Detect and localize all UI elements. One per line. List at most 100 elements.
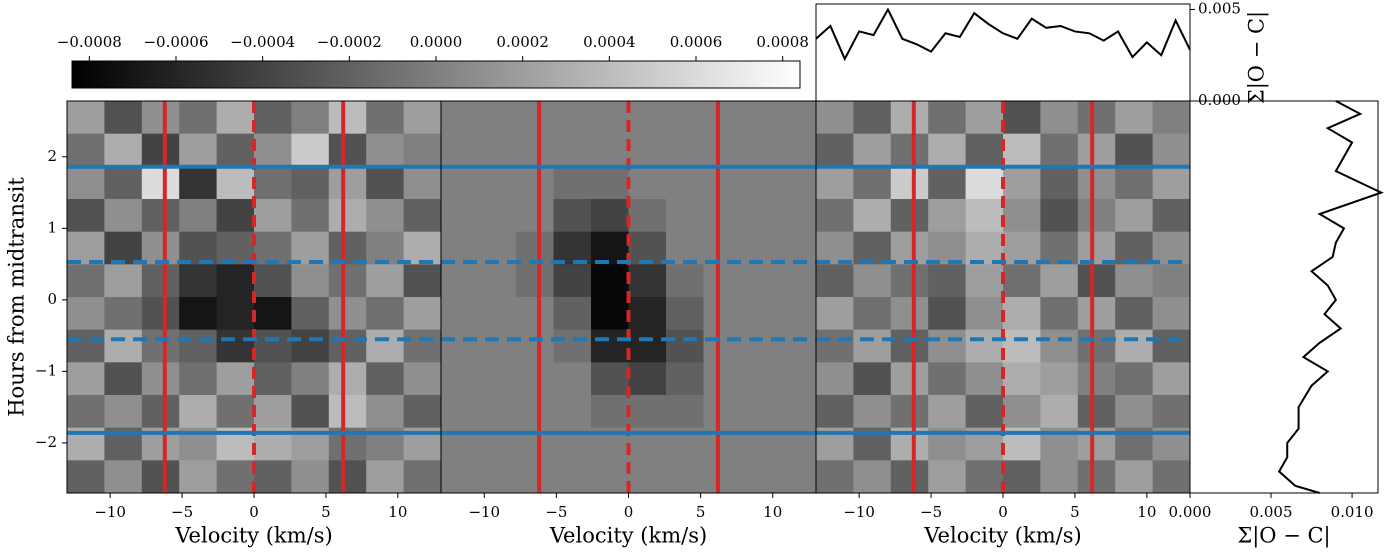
colorbar-tick-label: 0.0008 — [756, 33, 809, 51]
heatmap-cell — [703, 231, 742, 265]
heatmap-cell — [965, 231, 1004, 265]
heatmap-cell — [403, 231, 442, 265]
heatmap-cell — [254, 297, 292, 331]
heatmap-cell — [1077, 329, 1116, 363]
heatmap-cell — [1003, 166, 1041, 200]
heatmap-cell — [104, 166, 143, 200]
heatmap-cell — [853, 297, 892, 331]
heatmap-cell — [254, 199, 292, 233]
heatmap-cell — [816, 460, 854, 494]
heatmap-cell — [441, 166, 479, 200]
heatmap-cell — [441, 297, 479, 331]
colorbar-tick-label: −0.0004 — [230, 33, 295, 51]
x-tick-label: 10 — [388, 503, 407, 521]
heatmap-cell — [478, 329, 517, 363]
heatmap-cell — [1077, 395, 1116, 429]
heatmap-cell — [741, 395, 779, 429]
heatmap-cell — [703, 264, 742, 298]
heatmap-cell — [516, 231, 554, 265]
heatmap-cell — [741, 264, 779, 298]
x-axis-label: Σ|O − C| — [1237, 524, 1330, 549]
heatmap-cell — [628, 166, 667, 200]
heatmap-cell — [928, 395, 967, 429]
heatmap-cell — [890, 362, 929, 396]
heatmap-cell — [928, 133, 967, 167]
heatmap-cell — [553, 101, 592, 135]
x-tick-label: 0 — [249, 503, 259, 521]
heatmap-cell — [778, 362, 817, 396]
heatmap-cell — [478, 133, 517, 167]
heatmap-cell — [666, 329, 704, 363]
heatmap-cell — [778, 329, 817, 363]
heatmap-cell — [666, 297, 704, 331]
heatmap-cell — [291, 199, 330, 233]
heatmap-cell — [403, 166, 442, 200]
heatmap-cell — [216, 231, 255, 265]
heatmap-cell — [141, 133, 180, 167]
colorbar-tick-label: −0.0002 — [317, 33, 382, 51]
heatmap-cell — [328, 264, 367, 298]
heatmap-cell — [366, 166, 405, 200]
panel-frame — [1189, 100, 1379, 494]
heatmap-cell — [666, 460, 704, 494]
x-tick-label: 0 — [998, 503, 1008, 521]
heatmap-cell — [1115, 395, 1154, 429]
heatmap-cell — [890, 133, 929, 167]
heatmap-cell — [67, 199, 105, 233]
heatmap-cell — [703, 460, 742, 494]
heatmap-cell — [816, 101, 854, 135]
heatmap-cell — [666, 133, 704, 167]
heatmap-cell — [591, 231, 629, 265]
heatmap-cell — [853, 199, 892, 233]
heatmap-cell — [816, 395, 854, 429]
heatmap-cell — [104, 101, 143, 135]
heatmap-cell — [179, 199, 218, 233]
heatmap-cell — [291, 133, 330, 167]
heatmap-cell — [1115, 460, 1154, 494]
heatmap-cell — [179, 395, 218, 429]
heatmap-cell — [553, 460, 592, 494]
x-tick-label: −10 — [468, 503, 500, 521]
x-tick-label: −10 — [94, 503, 126, 521]
heatmap-cell — [1152, 199, 1191, 233]
heatmap-cell — [291, 395, 330, 429]
heatmap-cell — [890, 166, 929, 200]
heatmap-cell — [853, 133, 892, 167]
heatmap-cell — [104, 264, 143, 298]
heatmap-cell — [441, 362, 479, 396]
heatmap-cell — [291, 329, 330, 363]
heatmap-cell — [928, 264, 967, 298]
heatmap-cell — [928, 199, 967, 233]
heatmap-cell — [254, 101, 292, 135]
heatmap-cell — [741, 362, 779, 396]
heatmap-cell — [890, 297, 929, 331]
heatmap-cell — [366, 329, 405, 363]
heatmap-cell — [816, 133, 854, 167]
heatmap-cell — [553, 329, 592, 363]
heatmap-cell — [778, 264, 817, 298]
colorbar-tick-label: −0.0008 — [57, 33, 122, 51]
colorbar — [71, 60, 801, 89]
y-axis-label: Hours from midtransit — [5, 177, 29, 417]
heatmap-cell — [516, 395, 554, 429]
heatmap-cell — [553, 166, 592, 200]
heatmap-cell — [179, 231, 218, 265]
heatmap-cell — [478, 199, 517, 233]
heatmap-cell — [104, 460, 143, 494]
heatmap-cell — [628, 297, 667, 331]
heatmap-cell — [328, 329, 367, 363]
heatmap-cell — [778, 133, 817, 167]
heatmap-cell — [478, 297, 517, 331]
heatmap-cell — [67, 297, 105, 331]
heatmap-cell — [816, 166, 854, 200]
y-tick-label: −1 — [35, 361, 57, 379]
heatmap-cell — [853, 166, 892, 200]
heatmap-cell — [67, 362, 105, 396]
heatmap-cell — [141, 231, 180, 265]
heatmap-cell — [141, 460, 180, 494]
heatmap-cell — [816, 231, 854, 265]
heatmap-cell — [591, 133, 629, 167]
heatmap-cell — [1152, 395, 1191, 429]
heatmap-cell — [1152, 101, 1191, 135]
